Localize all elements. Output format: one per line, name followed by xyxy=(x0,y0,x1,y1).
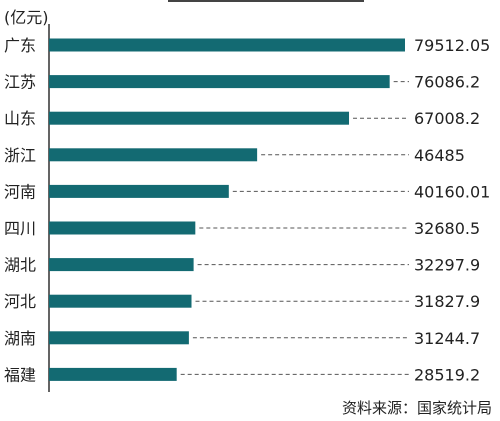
category-label-9: 湖南 xyxy=(4,329,36,348)
bar-8 xyxy=(49,294,192,308)
category-label-5: 河南 xyxy=(4,182,36,201)
value-label-7: 32297.9 xyxy=(414,256,480,275)
value-label-1: 79512.05 xyxy=(414,36,490,55)
value-label-4: 46485 xyxy=(414,146,465,165)
category-label-4: 浙江 xyxy=(4,146,36,165)
category-label-6: 四川 xyxy=(4,219,36,238)
bar-6 xyxy=(49,221,196,235)
category-label-8: 河北 xyxy=(4,292,36,311)
value-label-3: 67008.2 xyxy=(414,109,480,128)
value-label-2: 76086.2 xyxy=(414,73,480,92)
top-title-band xyxy=(168,0,364,2)
bar-1 xyxy=(49,38,405,52)
bar-7 xyxy=(49,258,194,272)
bar-9 xyxy=(49,331,189,345)
bar-2 xyxy=(49,75,390,89)
value-label-10: 28519.2 xyxy=(414,365,480,384)
source-note: 资料来源：国家统计局 xyxy=(341,399,492,417)
value-label-5: 40160.01 xyxy=(414,182,490,201)
category-label-10: 福建 xyxy=(4,365,36,384)
bar-5 xyxy=(49,184,229,198)
category-label-7: 湖北 xyxy=(4,256,36,275)
unit-label: (亿元) xyxy=(4,8,49,27)
value-label-6: 32680.5 xyxy=(414,219,480,238)
value-label-8: 31827.9 xyxy=(414,292,480,311)
category-label-1: 广东 xyxy=(4,36,36,55)
category-label-2: 江苏 xyxy=(4,73,36,92)
bar-3 xyxy=(49,111,350,125)
bar-10 xyxy=(49,367,177,381)
category-label-3: 山东 xyxy=(4,109,36,128)
value-label-9: 31244.7 xyxy=(414,329,480,348)
bar-4 xyxy=(49,148,258,162)
